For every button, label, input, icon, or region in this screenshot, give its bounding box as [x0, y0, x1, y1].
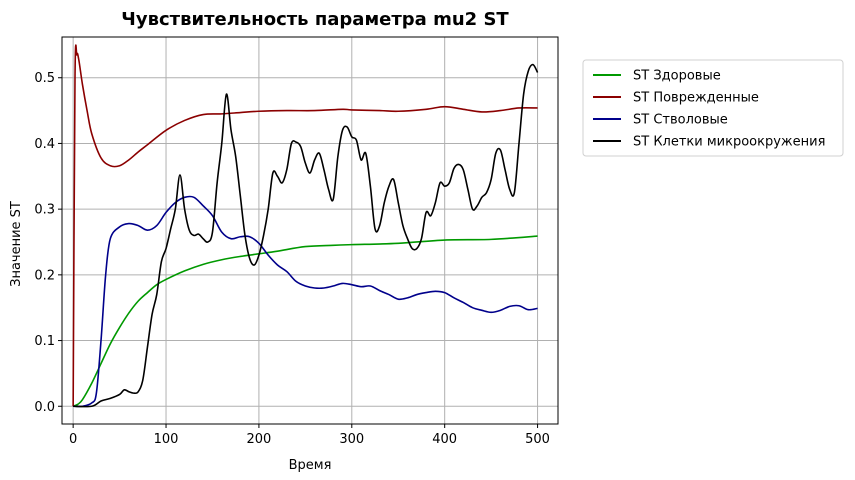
y-axis-label: Значение ST	[9, 201, 24, 287]
x-tick-label: 400	[432, 432, 457, 447]
y-tick-label: 0.2	[34, 268, 55, 283]
y-tick-label: 0.1	[34, 334, 55, 349]
series-line-1	[72, 44, 538, 407]
legend-box	[582, 59, 844, 157]
legend-entry: ST Стволовые	[633, 113, 728, 128]
chart-title: Чувствительность параметра mu2 ST	[121, 9, 509, 30]
x-tick-label: 200	[246, 432, 271, 447]
legend-entry: ST Поврежденные	[633, 91, 759, 106]
axis-ticks: 0 100 200 300 400 500 0.0 0.1 0.2 0.3 0.4 0.5	[34, 71, 550, 447]
legend: ST Здоровые ST Поврежденные ST Стволовые ST…	[582, 59, 844, 157]
x-tick-label: 0	[69, 432, 77, 447]
legend-entry: ST Здоровые	[633, 69, 721, 84]
y-tick-label: 0.4	[34, 137, 55, 152]
x-tick-label: 500	[525, 432, 550, 447]
legend-entry: ST Клетки микроокружения	[633, 135, 825, 150]
series-line-3	[73, 63, 539, 408]
x-tick-label: 100	[154, 432, 179, 447]
y-tick-label: 0.0	[34, 400, 55, 415]
y-tick-label: 0.5	[34, 71, 55, 86]
series-line-2	[73, 195, 538, 408]
plot-series	[72, 44, 539, 408]
y-tick-label: 0.3	[34, 203, 55, 218]
series-line-0	[72, 235, 538, 408]
plot-area-frame	[61, 36, 559, 425]
x-axis-label: Время	[289, 458, 332, 473]
grid	[62, 37, 558, 424]
x-tick-label: 300	[339, 432, 364, 447]
